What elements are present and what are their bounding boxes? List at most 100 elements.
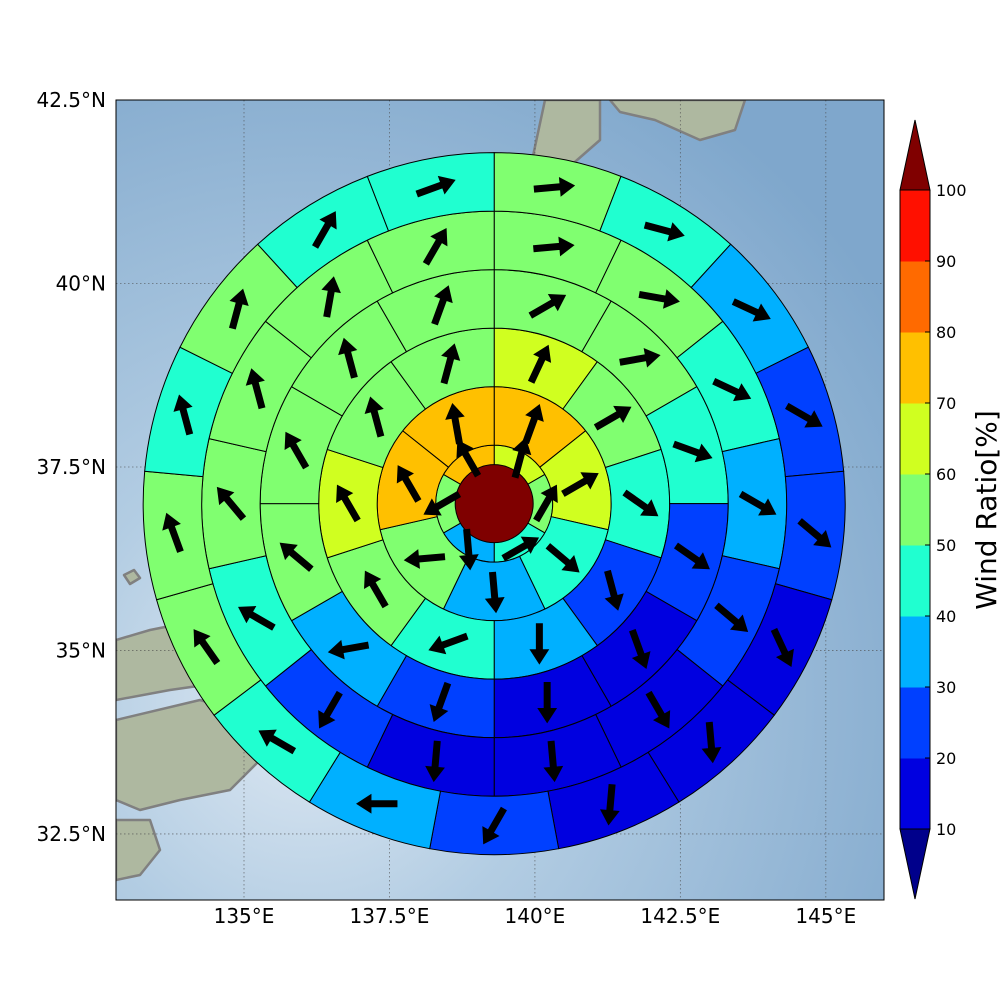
wind-arrow [431, 285, 453, 326]
wind-arrow-shape [770, 627, 794, 667]
wind-arrow-shape [511, 437, 532, 479]
wind-arrow [318, 690, 343, 729]
wind-arrow-shape [604, 569, 624, 611]
wind-arrow-shape [364, 396, 385, 438]
wind-arrow-shape [638, 289, 680, 309]
hokkaido-land [608, 100, 747, 142]
wind-arrow [403, 549, 446, 569]
wind-arrow [193, 629, 221, 666]
wind-arrow-shape [238, 606, 276, 631]
wind-arrow [429, 681, 452, 723]
wind-arrow [415, 175, 456, 198]
wind-arrow [619, 347, 661, 368]
wind-arrow-shape [258, 729, 297, 755]
colorbar-bin [900, 687, 930, 759]
wind-arrow [645, 690, 671, 729]
wind-arrow-shape [797, 518, 832, 548]
colorbar-over-extension [899, 119, 931, 191]
wind-arrow-shape [429, 681, 452, 723]
wind-arrows [162, 175, 832, 845]
wind-arrow [356, 793, 398, 814]
wind-arrow-shape [193, 629, 221, 666]
wind-arrow [738, 490, 777, 516]
wind-arrow-shape [501, 536, 540, 562]
wind-arrow-shape [403, 549, 446, 569]
wind-arrow-shape [712, 378, 752, 402]
wind-arrow [543, 740, 564, 783]
x-tick-label: 137.5°E [350, 904, 430, 928]
wind-arrow-shape [528, 294, 567, 319]
wind-arrow-shape [228, 288, 249, 330]
colorbar-bin [900, 403, 930, 475]
wind-arrow [528, 294, 567, 319]
wind-arrow-shape [738, 490, 777, 516]
colorbar-tick-label: 40 [936, 607, 956, 626]
wind-arrow [533, 484, 558, 523]
wind-arrow [545, 543, 580, 573]
wind-arrow-shape [312, 211, 337, 249]
x-tick-label: 145°E [795, 904, 856, 928]
wind-arrow-shape [543, 740, 564, 783]
colorbar-tick-label: 10 [936, 820, 956, 839]
wind-arrow-shape [529, 623, 550, 665]
wind-arrow [537, 681, 558, 724]
wind-sectors [142, 152, 846, 856]
map-frame [115, 99, 885, 901]
wind-arrow-shape [599, 783, 620, 826]
wind-arrow [714, 602, 749, 632]
wind-arrow-shape [714, 602, 749, 632]
wind-arrow-shape [545, 543, 580, 573]
wind-arrow [561, 472, 599, 497]
y-tick-label: 42.5°N [37, 88, 107, 112]
wind-arrow-shape [423, 490, 462, 516]
wind-arrow-shape [533, 176, 576, 197]
wind-arrow-shape [279, 542, 314, 572]
wind-arrow [770, 627, 794, 667]
wind-arrow-shape [622, 489, 659, 517]
wind-arrow [643, 221, 685, 242]
kyushu-land [116, 818, 162, 882]
wind-arrow [162, 512, 184, 553]
colorbar-outline [899, 190, 931, 829]
colorbar: 10 20 30 40 50 60 70 80 90 100 Wind Ratio[%] [899, 119, 1000, 900]
y-tick-label: 32.5°N [37, 822, 107, 846]
wind-arrow [456, 439, 482, 478]
wind-arrow [425, 740, 445, 783]
wind-arrow [440, 343, 461, 385]
colorbar-tick-label: 90 [936, 252, 956, 271]
wind-arrow-shape [318, 690, 343, 729]
wind-arrow [445, 403, 465, 445]
wind-arrow [638, 289, 680, 309]
wind-arrow-shape [396, 465, 422, 503]
wind-arrow-shape [701, 721, 722, 764]
colorbar-bin [900, 474, 930, 546]
wind-arrow-shape [785, 402, 823, 428]
x-tick-label: 135°E [214, 904, 275, 928]
wind-arrow [527, 344, 552, 384]
wind-arrow [396, 465, 422, 503]
wind-arrow-shape [173, 394, 194, 436]
wind-arrow-shape [537, 681, 558, 724]
wind-arrow [673, 542, 710, 570]
wind-arrow [338, 337, 358, 379]
y-tick-label: 37.5°N [37, 455, 107, 479]
colorbar-bin [900, 332, 930, 404]
wind-arrow [312, 211, 337, 249]
wind-arrow-shape [561, 472, 599, 497]
wind-arrow [672, 440, 713, 463]
wind-arrow [423, 490, 462, 516]
colorbar-label: Wind Ratio[%] [970, 410, 1000, 610]
wind-arrow-shape [731, 298, 771, 322]
wind-arrow-shape [484, 571, 505, 614]
wind-arrow-shape [533, 236, 575, 257]
wind-arrow [533, 236, 575, 257]
wind-arrow-shape [456, 439, 482, 478]
wind-arrow-shape [356, 793, 398, 814]
wind-arrow-shape [522, 404, 544, 445]
wind-arrow-shape [245, 368, 266, 410]
colorbar-tick-label: 50 [936, 536, 956, 555]
wind-arrow [245, 368, 266, 410]
wind-arrow [228, 288, 249, 330]
center-circle [454, 464, 534, 544]
